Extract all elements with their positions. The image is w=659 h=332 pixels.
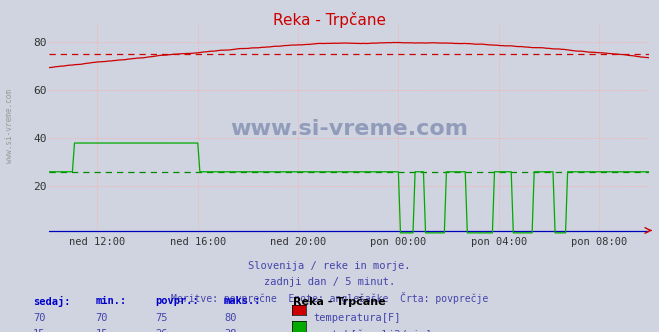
Text: Reka - Trpčane: Reka - Trpčane <box>273 12 386 28</box>
Text: 75: 75 <box>155 313 167 323</box>
Text: 80: 80 <box>224 313 237 323</box>
Text: Meritve: povprečne  Enote: anglešaške  Črta: povprečje: Meritve: povprečne Enote: anglešaške Črt… <box>171 292 488 304</box>
Text: temperatura[F]: temperatura[F] <box>313 313 401 323</box>
Text: www.si-vreme.com: www.si-vreme.com <box>230 119 469 139</box>
Text: pretok[čevelj3/min]: pretok[čevelj3/min] <box>313 329 432 332</box>
Text: Reka - Trpčane: Reka - Trpčane <box>293 296 386 307</box>
Text: Slovenija / reke in morje.: Slovenija / reke in morje. <box>248 261 411 271</box>
Text: povpr.:: povpr.: <box>155 296 198 306</box>
Text: www.si-vreme.com: www.si-vreme.com <box>5 89 14 163</box>
Text: 15: 15 <box>96 329 108 332</box>
Text: min.:: min.: <box>96 296 127 306</box>
Text: 38: 38 <box>224 329 237 332</box>
Text: maks.:: maks.: <box>224 296 262 306</box>
Text: 70: 70 <box>96 313 108 323</box>
Text: sedaj:: sedaj: <box>33 296 71 307</box>
Text: 70: 70 <box>33 313 45 323</box>
Text: 26: 26 <box>155 329 167 332</box>
Text: zadnji dan / 5 minut.: zadnji dan / 5 minut. <box>264 277 395 287</box>
Text: 15: 15 <box>33 329 45 332</box>
